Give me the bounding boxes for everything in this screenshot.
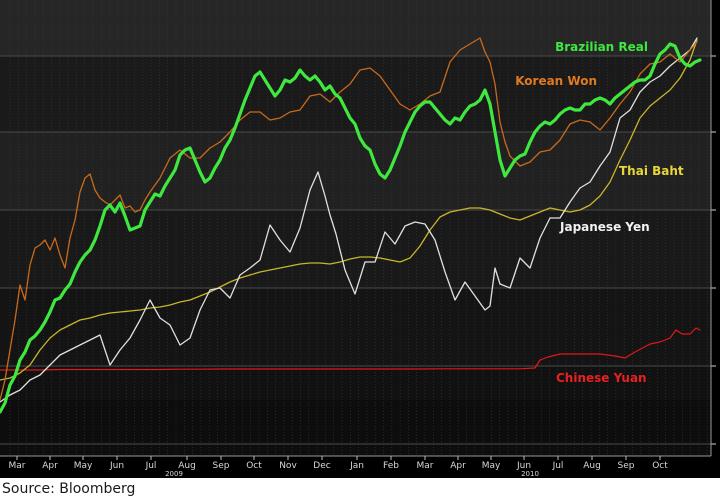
x-tick-label: Feb: [383, 461, 399, 471]
chart-area: Mar Apr May Jun Jul Aug Sep Oct Nov Dec Jan Feb Mar A…: [0, 0, 720, 478]
plot-band: [0, 366, 720, 400]
x-axis-band: [0, 456, 720, 478]
series-line: [0, 39, 698, 381]
x-tick-label: Mar: [417, 461, 434, 471]
x-tick-label: Apr: [42, 461, 58, 471]
x-tick-label: Apr: [450, 461, 466, 471]
line-chart: Mar Apr May Jun Jul Aug Sep Oct Nov Dec Jan Feb Mar A…: [0, 0, 720, 478]
plot-band: [0, 288, 720, 366]
x-tick-label: Dec: [313, 461, 330, 471]
x-tick-label: Jun: [516, 461, 531, 471]
source-caption: Source: Bloomberg: [2, 481, 136, 497]
series-label: Korean Won: [515, 74, 597, 88]
x-tick-label: May: [74, 461, 93, 471]
series-label: Brazilian Real: [555, 40, 648, 54]
series-line: [0, 42, 702, 414]
x-tick-label: Jul: [552, 461, 564, 471]
x-tick-label: Oct: [652, 461, 668, 471]
series-line: [0, 37, 698, 401]
series-label: Chinese Yuan: [556, 371, 647, 385]
series-label: Japanese Yen: [559, 220, 650, 234]
year-label: 2009: [165, 470, 183, 478]
x-tick-label: Jan: [349, 461, 364, 471]
plot-band: [0, 132, 720, 210]
x-tick-label: Oct: [246, 461, 262, 471]
x-tick-label: Jun: [109, 461, 124, 471]
x-tick-label: Mar: [9, 461, 26, 471]
plot-band: [0, 400, 720, 456]
x-tick-label: Sep: [213, 461, 230, 471]
x-tick-label: Sep: [618, 461, 635, 471]
series-label: Thai Baht: [619, 164, 684, 178]
x-tick-label: Jul: [145, 461, 157, 471]
y-axis-band: [711, 0, 720, 456]
series-line: [0, 327, 701, 371]
plot-band: [0, 210, 720, 288]
x-tick-label: May: [482, 461, 501, 471]
plot-band: [0, 56, 720, 132]
year-label: 2010: [521, 470, 539, 478]
plot-band: [0, 0, 720, 56]
series-line: [0, 37, 698, 403]
x-tick-label: Aug: [178, 461, 196, 471]
x-tick-label: Nov: [279, 461, 297, 471]
x-tick-label: Aug: [583, 461, 601, 471]
